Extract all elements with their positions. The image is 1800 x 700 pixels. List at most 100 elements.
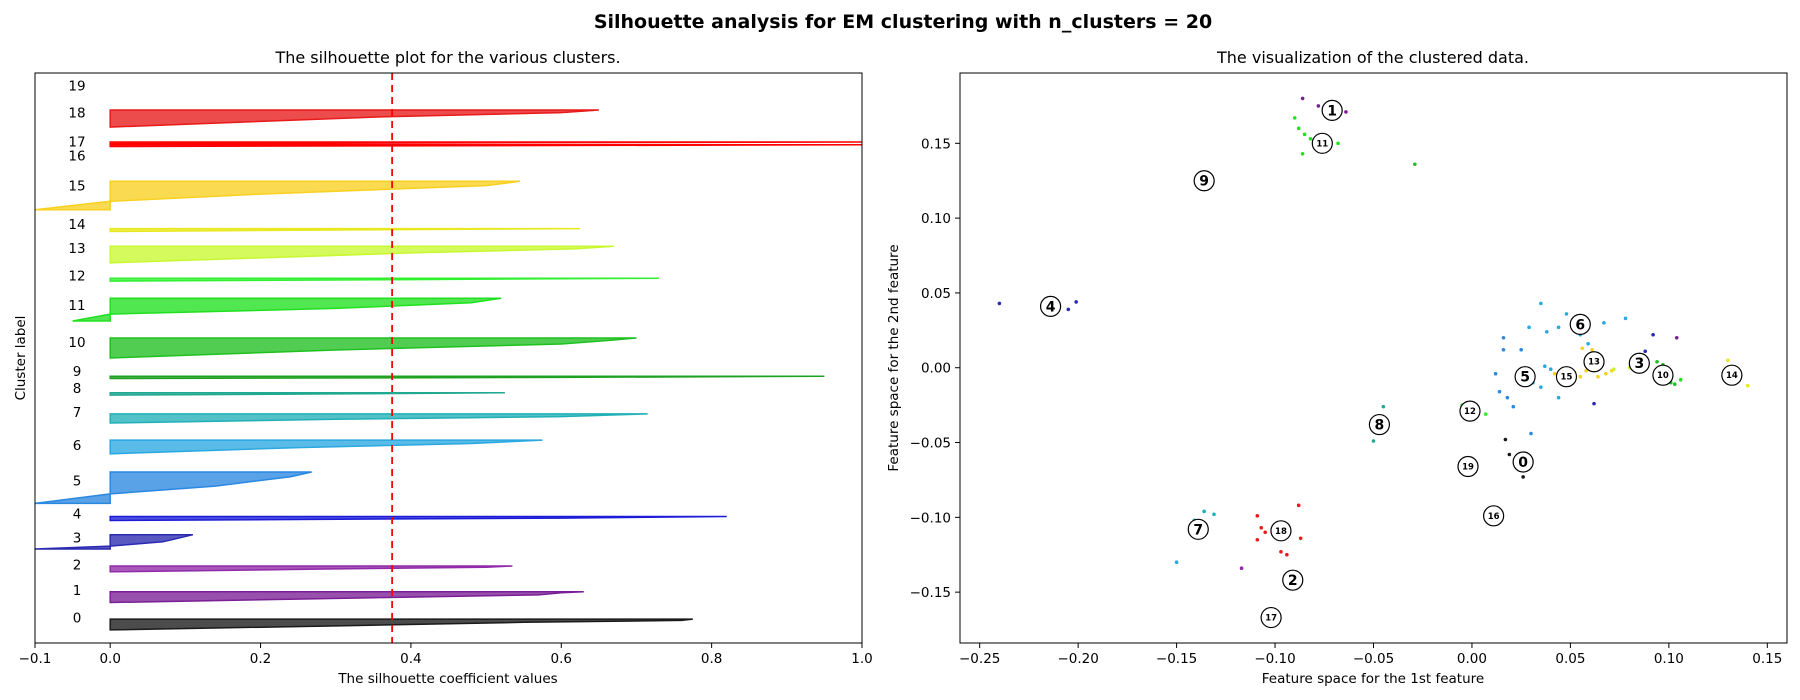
cluster-center-1 — [1321, 99, 1343, 122]
cluster-center-label-4: 4 — [1046, 299, 1056, 315]
data-point — [1604, 371, 1608, 376]
cluster-center-17 — [1260, 606, 1282, 629]
cluster-label-2: 2 — [73, 557, 82, 573]
silhouette-y-axis-label: Cluster label — [13, 316, 29, 401]
silhouette-cluster-16 — [109, 144, 863, 148]
silhouette-cluster-18 — [109, 109, 599, 128]
data-point — [1413, 162, 1417, 167]
cluster-center-14 — [1721, 364, 1743, 386]
scatter-y-tick-label: 0.00 — [921, 361, 951, 377]
scatter-y-tick-label: 0.15 — [921, 136, 951, 152]
cluster-label-1: 1 — [73, 583, 82, 599]
data-point — [1259, 526, 1264, 530]
data-point — [1726, 358, 1730, 363]
data-point — [1602, 321, 1606, 325]
data-point — [1556, 395, 1561, 400]
silhouette-cluster-5 — [34, 471, 312, 505]
cluster-label-12: 12 — [68, 268, 85, 284]
data-point — [1590, 347, 1594, 352]
scatter-plot-frame — [959, 72, 1788, 644]
scatter-x-tick-label: −0.25 — [959, 651, 1000, 667]
cluster-center-label-12: 12 — [1464, 407, 1476, 417]
cluster-center-6 — [1569, 313, 1591, 335]
cluster-label-15: 15 — [68, 178, 85, 194]
silhouette-cluster-1 — [109, 590, 584, 604]
silhouette-cluster-0 — [109, 618, 693, 631]
cluster-center-label-10: 10 — [1657, 371, 1669, 381]
silhouette-cluster-11 — [72, 297, 502, 322]
cluster-center-label-19: 19 — [1462, 462, 1474, 472]
scatter-y-axis-label: Feature space for the 2nd feature — [886, 244, 902, 471]
cluster-center-16 — [1483, 505, 1505, 527]
data-point — [1539, 385, 1543, 389]
silhouette-cluster-17 — [109, 141, 863, 145]
cluster-label-6: 6 — [73, 438, 82, 454]
silhouette-x-tick-label: 0.8 — [701, 651, 722, 667]
data-point — [1674, 336, 1679, 340]
data-point — [1643, 349, 1648, 354]
scatter-x-tick-label: 0.05 — [1555, 651, 1585, 667]
cluster-center-label-15: 15 — [1561, 373, 1573, 383]
cluster-center-0 — [1512, 451, 1534, 473]
cluster-center-label-7: 7 — [1193, 522, 1203, 538]
silhouette-x-tick-label: 0.6 — [551, 651, 572, 667]
scatter-y-tick-label: −0.15 — [910, 585, 951, 601]
cluster-label-8: 8 — [73, 381, 82, 397]
cluster-center-label-18: 18 — [1275, 527, 1287, 537]
silhouette-cluster-7 — [109, 413, 648, 424]
data-point — [1285, 552, 1289, 557]
scatter-x-tick-label: −0.10 — [1254, 651, 1295, 667]
cluster-label-0: 0 — [73, 610, 82, 626]
cluster-center-label-1: 1 — [1327, 103, 1337, 119]
cluster-label-5: 5 — [73, 474, 82, 490]
data-point — [1592, 401, 1596, 406]
scatter-x-tick-label: 0.00 — [1457, 651, 1487, 667]
silhouette-x-axis-label: The silhouette coefficient values — [337, 671, 557, 687]
data-point — [1255, 537, 1260, 542]
data-point — [1308, 137, 1313, 141]
data-point — [1655, 359, 1659, 364]
data-point — [1623, 316, 1628, 321]
data-point — [1586, 341, 1590, 346]
data-point — [1552, 371, 1557, 376]
data-point — [1302, 132, 1307, 137]
cluster-center-5 — [1514, 366, 1536, 388]
scatter-plot-title: The visualization of the clustered data. — [1216, 48, 1529, 67]
cluster-label-19: 19 — [68, 79, 85, 95]
data-point — [1548, 367, 1553, 372]
silhouette-x-tick-label: 0.2 — [250, 651, 271, 667]
data-point — [1678, 377, 1683, 382]
silhouette-cluster-2 — [109, 565, 513, 573]
silhouette-plot-frame — [34, 72, 863, 644]
data-point — [1578, 374, 1583, 379]
scatter-x-tick-label: 0.10 — [1654, 651, 1684, 667]
cluster-label-9: 9 — [73, 364, 82, 380]
cluster-center-9 — [1193, 170, 1215, 192]
data-point — [1503, 437, 1508, 442]
cluster-center-3 — [1628, 352, 1650, 374]
cluster-label-13: 13 — [68, 241, 85, 257]
data-point — [1298, 536, 1303, 541]
cluster-label-16: 16 — [68, 149, 85, 165]
silhouette-cluster-4 — [109, 515, 727, 522]
scatter-y-tick-label: −0.05 — [910, 436, 951, 452]
scatter-y-tick-label: 0.05 — [921, 286, 951, 302]
scatter-ticks: −0.25 −0.20 −0.15 −0.10 −0.05 0.00 0.05 0.10 0.1… — [910, 136, 1783, 667]
cluster-center-15 — [1555, 366, 1578, 388]
data-point — [1336, 141, 1340, 146]
silhouette-cluster-12 — [109, 277, 660, 282]
cluster-center-7 — [1187, 518, 1209, 540]
cluster-center-label-5: 5 — [1520, 370, 1530, 386]
cluster-label-14: 14 — [68, 217, 85, 233]
cluster-center-label-14: 14 — [1726, 371, 1738, 381]
scatter-x-tick-label: 0.15 — [1752, 651, 1782, 667]
data-point — [1296, 126, 1301, 131]
data-point — [1174, 560, 1179, 565]
scatter-x-tick-label: −0.20 — [1057, 651, 1098, 667]
data-point — [1300, 96, 1305, 101]
cluster-center-4 — [1039, 295, 1062, 317]
